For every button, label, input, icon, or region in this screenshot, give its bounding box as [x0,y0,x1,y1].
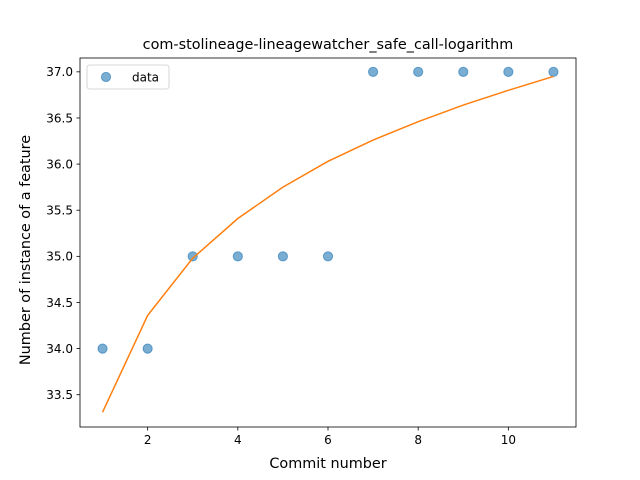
y-tick-label: 34.5 [46,296,73,310]
data-point [458,66,469,77]
y-tick-label: 35.5 [46,204,73,218]
x-axis-label: Commit number [269,456,386,472]
plot-area: 2 4 6 8 10 33.5 34.0 34.5 35.0 35.5 36.0 36.5 37.0 da… [46,57,577,447]
chart-title: com-stolineage-lineagewatcher_safe_call-… [143,37,514,53]
data-point [187,251,198,262]
legend-frame [86,64,170,90]
y-tick-label: 33.5 [46,388,73,402]
legend-marker [100,71,112,83]
legend-label: data [132,70,159,84]
x-tick-label: 2 [144,433,152,447]
y-tick-label: 36.0 [46,157,73,171]
x-tick-label: 8 [414,433,422,447]
legend: data [86,64,170,90]
y-tick-label: 35.0 [46,250,73,264]
data-point [97,343,108,354]
data-point [367,66,379,77]
data-point [232,251,243,262]
y-tick-label: 34.0 [46,342,73,356]
data-point [503,66,514,77]
x-tick-label: 4 [234,433,242,447]
x-tick-label: 10 [501,433,516,447]
data-point [277,251,289,262]
y-tick-label: 37.0 [46,65,73,79]
fit-line [101,75,554,413]
y-tick-label: 36.5 [46,111,73,125]
data-point [548,66,559,77]
x-tick-label: 6 [324,433,332,447]
y-axis-label: Number of instance of a feature [18,135,34,365]
data-point [322,251,334,262]
data-point [413,66,424,77]
data-point [142,343,153,354]
